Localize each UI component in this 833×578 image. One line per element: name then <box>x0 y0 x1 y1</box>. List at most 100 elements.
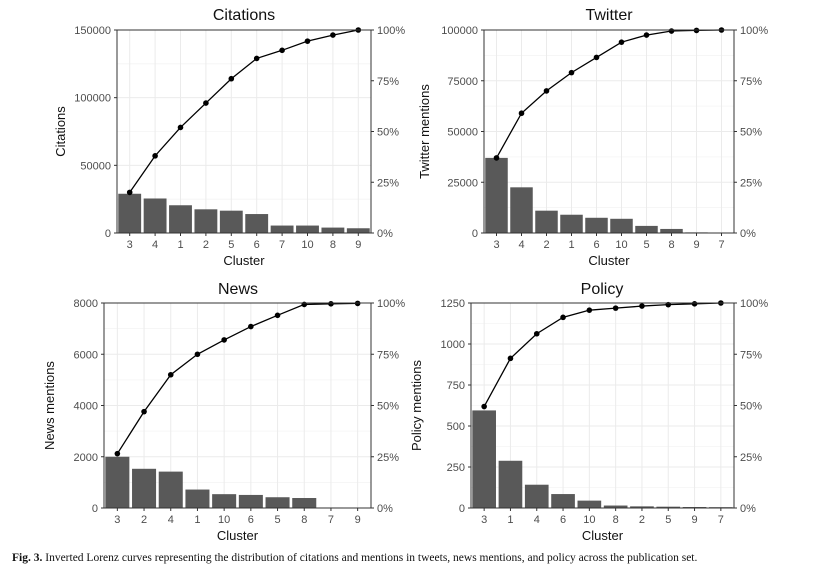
x-tick-label-2: 2 <box>639 514 645 526</box>
x-tick-label-4: 4 <box>534 514 540 526</box>
y-tick-label: 1250 <box>441 298 465 310</box>
bar-cluster-7 <box>270 225 294 233</box>
y2-tick-label: 0% <box>740 228 756 240</box>
x-axis-label: Cluster <box>217 528 259 543</box>
x-tick-label-4: 4 <box>152 239 158 251</box>
bar-cluster-2 <box>535 210 558 233</box>
y2-tick-label: 100% <box>377 298 405 310</box>
bar-cluster-8 <box>321 227 345 233</box>
y-tick-label: 6000 <box>74 349 98 361</box>
y2-tick-label: 50% <box>377 401 399 413</box>
cumulative-point-cluster-3 <box>126 189 133 196</box>
chart-panel-news: 0 2000 4000 6000 8000 0% 25% 50% 75% 100% 3 2 4 1 10 6 5… <box>42 281 405 543</box>
y2-tick-label: 75% <box>740 76 762 88</box>
x-tick-label-4: 4 <box>518 239 524 251</box>
chart-title: Citations <box>213 7 275 24</box>
x-tick-label-5: 5 <box>643 239 649 251</box>
chart-panel-citations: 0 50000 100000 150000 0% 25% 50% 75% 100% 3 4 1 2 5 6 7… <box>53 7 405 268</box>
y2-tick-label: 50% <box>377 127 399 139</box>
figure-caption: Fig. 3. Inverted Lorenz curves represent… <box>12 552 827 564</box>
cumulative-line <box>116 302 358 455</box>
bar-cluster-9 <box>346 228 370 233</box>
cumulative-point-cluster-4 <box>533 330 540 337</box>
cumulative-point-cluster-2 <box>203 100 209 106</box>
cumulative-point-cluster-1 <box>507 355 514 362</box>
x-tick-label-7: 7 <box>718 514 724 526</box>
y-tick-label: 50000 <box>447 127 478 139</box>
y2-tick-label: 75% <box>740 349 762 361</box>
chart-panel-policy: 0 250 500 750 1000 1250 0% 25% 50% 75% 100% 3 1 4 6 10 8… <box>409 281 768 543</box>
y2-tick-label: 100% <box>377 25 405 37</box>
cumulative-point-cluster-9 <box>691 301 698 307</box>
cumulative-point-cluster-4 <box>518 110 525 117</box>
y-tick-label: 25000 <box>447 177 478 189</box>
y-tick-label: 100000 <box>74 93 111 105</box>
bar-cluster-1 <box>498 460 523 508</box>
x-tick-label-5: 5 <box>665 514 671 526</box>
x-tick-label-9: 9 <box>691 514 697 526</box>
x-tick-label-6: 6 <box>560 514 566 526</box>
bar-cluster-3 <box>105 456 130 508</box>
chart-title: Policy <box>581 281 624 298</box>
y-axis-label: Twitter mentions <box>417 84 432 179</box>
y-tick-label: 75000 <box>447 76 478 88</box>
cumulative-point-cluster-5 <box>643 32 650 38</box>
y-tick-label: 8000 <box>74 298 98 310</box>
x-tick-label-1: 1 <box>177 239 183 251</box>
x-tick-label-2: 2 <box>543 239 549 251</box>
chart-panel-twitter: 0 25000 50000 75000 100000 0% 25% 50% 75% 100% 3 4 2… <box>417 7 768 268</box>
x-tick-label-10: 10 <box>301 239 313 251</box>
x-tick-label-5: 5 <box>228 239 234 251</box>
x-tick-label-3: 3 <box>127 239 133 251</box>
x-tick-label-9: 9 <box>355 514 361 526</box>
y2-tick-label: 0% <box>740 503 756 515</box>
bar-cluster-10 <box>610 218 633 233</box>
x-tick-label-3: 3 <box>114 514 120 526</box>
cumulative-point-cluster-1 <box>194 351 201 358</box>
cumulative-point-cluster-1 <box>177 124 184 131</box>
y-axis-label: Policy mentions <box>409 359 424 451</box>
y2-tick-label: 100% <box>740 298 768 310</box>
cumulative-point-cluster-10 <box>618 39 625 45</box>
cumulative-point-cluster-5 <box>274 312 281 319</box>
y2-tick-label: 25% <box>740 452 762 464</box>
bar-cluster-5 <box>635 225 658 233</box>
x-tick-label-9: 9 <box>355 239 361 251</box>
y-tick-label: 0 <box>459 503 465 515</box>
cumulative-point-cluster-5 <box>228 75 235 82</box>
y-tick-label: 0 <box>92 503 98 515</box>
x-tick-label-10: 10 <box>615 239 627 251</box>
cumulative-point-cluster-1 <box>568 69 575 76</box>
cumulative-point-cluster-3 <box>114 450 121 457</box>
bar-cluster-8 <box>603 505 628 508</box>
cumulative-point-cluster-3 <box>481 403 487 410</box>
y-tick-label: 4000 <box>74 401 98 413</box>
x-tick-label-8: 8 <box>330 239 336 251</box>
x-tick-label-8: 8 <box>301 514 307 526</box>
bar-cluster-3 <box>472 410 496 508</box>
cumulative-line <box>129 29 359 193</box>
cumulative-point-cluster-6 <box>253 55 260 62</box>
y-tick-label: 250 <box>447 462 465 474</box>
cumulative-point-cluster-7 <box>279 47 285 54</box>
x-tick-label-2: 2 <box>203 239 209 251</box>
x-tick-label-8: 8 <box>613 514 619 526</box>
cumulative-point-cluster-8 <box>668 28 675 34</box>
x-tick-label-2: 2 <box>141 514 147 526</box>
x-tick-label-1: 1 <box>568 239 574 251</box>
x-axis-label: Cluster <box>588 253 630 268</box>
chart-title: Twitter <box>585 7 633 24</box>
y2-tick-label: 75% <box>377 349 399 361</box>
y2-tick-label: 25% <box>377 452 399 464</box>
bar-cluster-4 <box>143 198 167 233</box>
cumulative-point-cluster-10 <box>304 38 311 44</box>
x-tick-label-1: 1 <box>507 514 513 526</box>
x-tick-label-1: 1 <box>194 514 200 526</box>
x-tick-label-8: 8 <box>668 239 674 251</box>
cumulative-point-cluster-10 <box>586 307 593 313</box>
bar-cluster-3 <box>118 193 142 233</box>
x-tick-label-7: 7 <box>279 239 285 251</box>
x-axis-label: Cluster <box>582 528 624 543</box>
bar-cluster-5 <box>656 506 681 508</box>
bar-cluster-6 <box>585 217 608 233</box>
